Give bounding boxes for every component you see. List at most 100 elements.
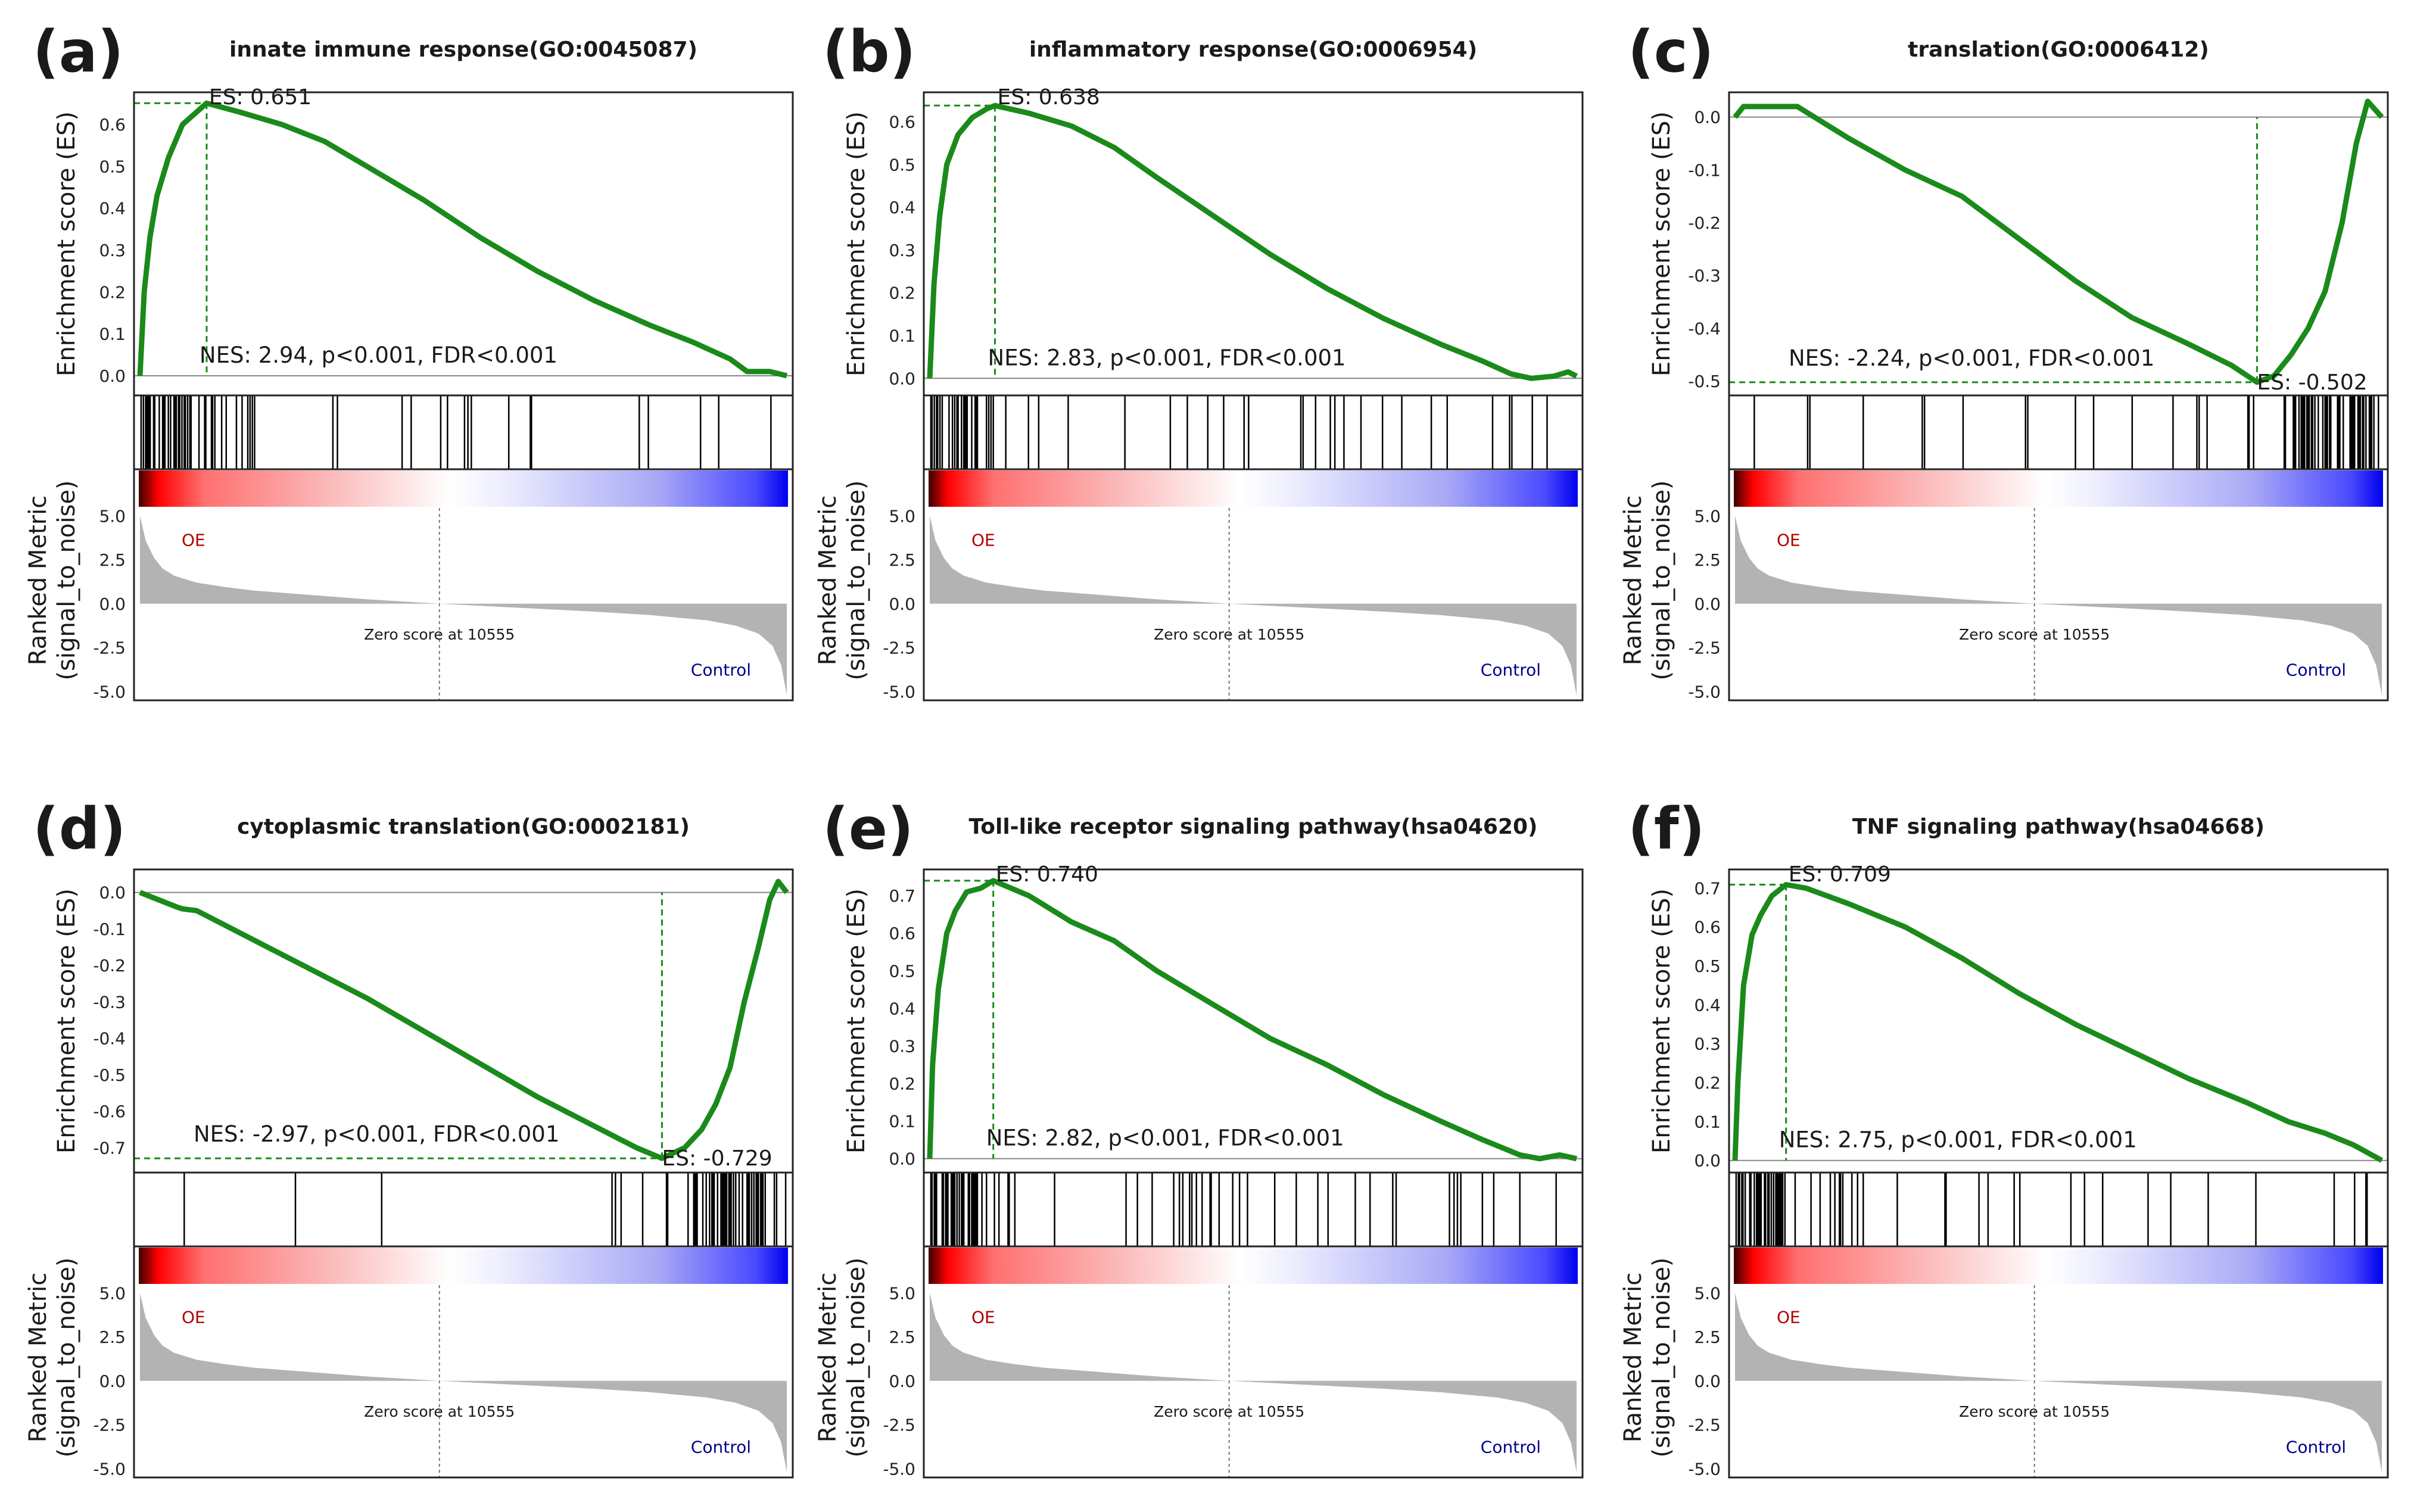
neg-phenotype-label: Control [2286, 1438, 2346, 1457]
neg-phenotype-label: Control [691, 1438, 751, 1457]
panel-label: (a) [33, 18, 124, 85]
y-tick-label: 0.0 [99, 366, 126, 386]
y-tick-label: 0.0 [99, 883, 126, 903]
metric-tick-label: 5.0 [99, 506, 126, 526]
y-tick-label: -0.1 [93, 919, 126, 939]
metric-tick-label: 0.0 [1694, 594, 1721, 614]
y-axis-label-es: Enrichment score (ES) [1648, 889, 1675, 1154]
y-tick-label: -0.5 [1688, 372, 1721, 391]
y-tick-label: 0.1 [1694, 1112, 1721, 1131]
metric-tick-label: 5.0 [1694, 506, 1721, 526]
es-label: ES: 0.709 [1789, 862, 1891, 887]
metric-axis-label: (signal_to_noise) [1648, 480, 1675, 680]
y-tick-label: 0.3 [889, 241, 915, 260]
ranked-metric-area [140, 516, 787, 696]
ranked-metric-area [930, 1293, 1577, 1473]
panel-d: (d) cytoplasmic translation(GO:0002181) 0.… [24, 796, 794, 1479]
y-tick-label: 0.2 [99, 282, 126, 302]
panel-title: TNF signaling pathway(hsa04668) [1852, 815, 2265, 839]
es-label: ES: 0.740 [996, 862, 1098, 887]
stats-label: NES: -2.97, p<0.001, FDR<0.001 [194, 1121, 559, 1147]
panel-title: Toll-like receptor signaling pathway(hsa… [968, 815, 1537, 839]
y-tick-label: -0.2 [1688, 213, 1721, 233]
y-tick-label: 0.6 [1694, 918, 1721, 937]
panel-a: (a) innate immune response(GO:0045087) 0.0… [24, 18, 794, 702]
metric-axis-label: Ranked Metric [24, 1273, 52, 1443]
pos-phenotype-label: OE [971, 530, 995, 550]
panel-title: innate immune response(GO:0045087) [229, 38, 697, 62]
panel-title: inflammatory response(GO:0006954) [1029, 38, 1477, 62]
metric-axis-label: (signal_to_noise) [1648, 1257, 1675, 1457]
y-tick-label: 0.0 [889, 369, 915, 388]
es-label: ES: 0.638 [998, 85, 1100, 110]
y-tick-label: 0.3 [889, 1036, 915, 1056]
zero-score-label: Zero score at 10555 [364, 1403, 515, 1420]
zero-score-label: Zero score at 10555 [1154, 626, 1304, 643]
es-label: ES: 0.651 [209, 85, 312, 110]
y-tick-label: -0.1 [1688, 160, 1721, 180]
panel-label: (c) [1628, 18, 1714, 85]
metric-tick-label: -5.0 [883, 682, 915, 702]
y-tick-label: 0.5 [99, 157, 126, 176]
y-tick-label: 0.2 [1694, 1073, 1721, 1093]
panel-label: (d) [33, 796, 126, 862]
es-curve [927, 102, 1578, 381]
y-axis-label-es: Enrichment score (ES) [1648, 111, 1675, 376]
y-tick-label: 0.4 [99, 199, 126, 219]
metric-axis-label: Ranked Metric [814, 495, 842, 666]
zero-score-label: Zero score at 10555 [1959, 626, 2110, 643]
panel-label: (b) [823, 18, 915, 85]
metric-tick-label: -5.0 [93, 1459, 126, 1479]
metric-tick-label: 5.0 [1694, 1283, 1721, 1303]
metric-tick-label: 5.0 [99, 1283, 126, 1303]
stats-label: NES: 2.94, p<0.001, FDR<0.001 [200, 342, 557, 368]
metric-axis-label: Ranked Metric [1619, 1273, 1647, 1443]
y-tick-label: -0.4 [93, 1029, 126, 1049]
metric-tick-label: -5.0 [883, 1459, 915, 1479]
neg-phenotype-label: Control [2286, 660, 2346, 680]
y-tick-label: 0.1 [889, 326, 915, 345]
panel-b: (b) inflammatory response(GO:0006954) 0.0 0… [814, 18, 1584, 702]
metric-tick-label: -2.5 [1688, 1416, 1721, 1435]
y-tick-label: 0.2 [889, 1074, 915, 1094]
y-tick-label: -0.7 [93, 1138, 126, 1158]
es-curve [137, 100, 788, 379]
es-label: ES: -0.729 [662, 1146, 772, 1171]
stats-label: NES: 2.82, p<0.001, FDR<0.001 [986, 1126, 1344, 1151]
panel-e: (e) Toll-like receptor signaling pathway(… [814, 796, 1584, 1479]
pos-phenotype-label: OE [182, 1307, 205, 1327]
y-tick-label: -0.3 [93, 992, 126, 1012]
metric-axis-label: (signal_to_noise) [53, 480, 80, 680]
metric-tick-label: -2.5 [1688, 638, 1721, 658]
metric-tick-label: -5.0 [1688, 682, 1721, 702]
metric-tick-label: 0.0 [889, 1371, 915, 1391]
metric-tick-label: -2.5 [883, 638, 915, 658]
y-axis-label-es: Enrichment score (ES) [53, 889, 80, 1154]
panel-label: (f) [1628, 796, 1705, 862]
rank-colorbar [1734, 470, 2383, 507]
metric-tick-label: 0.0 [99, 594, 126, 614]
metric-axis-label: (signal_to_noise) [53, 1257, 80, 1457]
y-tick-label: 0.6 [889, 924, 915, 943]
zero-score-label: Zero score at 10555 [364, 626, 515, 643]
neg-phenotype-label: Control [1481, 660, 1541, 680]
y-tick-label: 0.1 [889, 1112, 915, 1131]
metric-tick-label: 2.5 [99, 550, 126, 570]
pos-phenotype-label: OE [1777, 530, 1801, 550]
y-tick-label: 0.5 [889, 961, 915, 981]
es-curve [927, 878, 1577, 1162]
ranked-metric-area [930, 516, 1577, 696]
rank-colorbar [139, 1248, 788, 1284]
metric-tick-label: 2.5 [889, 1327, 915, 1347]
metric-tick-label: 5.0 [889, 1283, 915, 1303]
y-tick-label: 0.0 [1694, 108, 1721, 127]
y-tick-label: 0.2 [889, 283, 915, 303]
metric-axis-label: Ranked Metric [1619, 495, 1647, 666]
pos-phenotype-label: OE [182, 530, 205, 550]
metric-axis-label: Ranked Metric [814, 1273, 842, 1443]
panel-title: translation(GO:0006412) [1908, 38, 2209, 62]
y-axis-label-es: Enrichment score (ES) [53, 111, 80, 376]
metric-axis-label: Ranked Metric [24, 495, 52, 666]
pos-phenotype-label: OE [971, 1307, 995, 1327]
